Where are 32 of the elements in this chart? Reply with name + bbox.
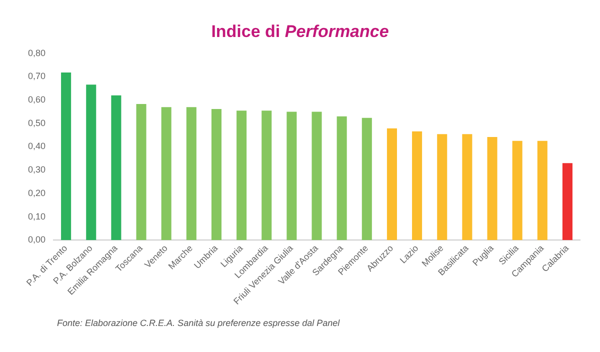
bar [562, 163, 572, 240]
bar [111, 95, 122, 240]
y-tick-label: 0,80 [28, 48, 46, 58]
bar [262, 110, 272, 240]
bar [211, 108, 222, 240]
bar [136, 104, 146, 240]
y-tick-label: 0,50 [28, 118, 46, 128]
bar [362, 118, 372, 240]
y-tick-label: 0,60 [28, 94, 46, 105]
bar [161, 107, 172, 240]
bar [512, 140, 522, 240]
y-tick-label: 0,30 [28, 164, 46, 175]
y-tick-label: 0,40 [28, 141, 46, 152]
chart-title: Indice di Performance [210, 22, 390, 42]
bar [537, 140, 548, 240]
y-tick-label: 0,00 [28, 234, 46, 245]
bar [412, 131, 422, 240]
bar [462, 134, 472, 240]
source-note: Fonte: Elaborazione C.R.E.A. Sanità su preferenze espresse dal Panel [57, 318, 340, 328]
bar [236, 110, 247, 240]
bar [386, 128, 397, 240]
bar [86, 84, 96, 240]
bar [186, 107, 196, 240]
y-tick-label: 0,10 [28, 211, 46, 222]
y-tick-label: 0,70 [28, 71, 46, 82]
bar [312, 112, 322, 240]
bar [487, 136, 498, 240]
bar [437, 134, 448, 240]
bar [336, 116, 347, 240]
y-tick-label: 0,20 [28, 188, 46, 198]
bar [286, 112, 297, 240]
bar [61, 72, 72, 240]
